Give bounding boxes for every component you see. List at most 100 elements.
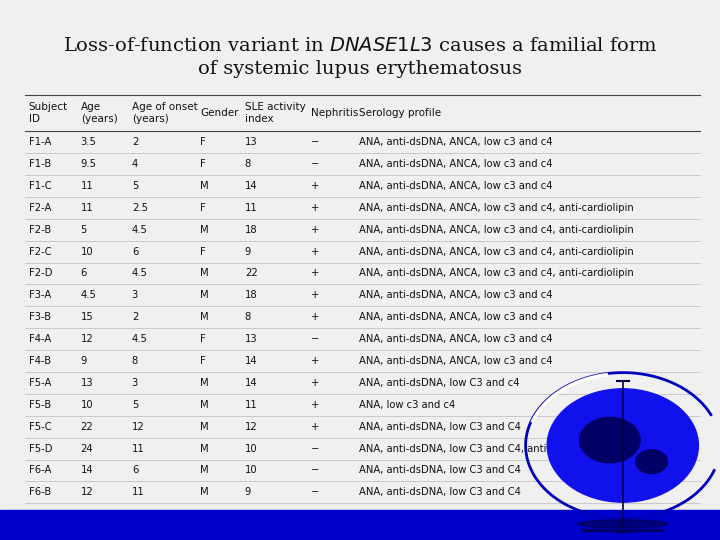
Text: Serology profile: Serology profile: [359, 108, 441, 118]
Text: ANA, anti-dsDNA, low C3 and C4, anti-cardiolipin: ANA, anti-dsDNA, low C3 and C4, anti-car…: [359, 443, 602, 454]
Text: F: F: [200, 203, 206, 213]
Text: 11: 11: [132, 443, 145, 454]
Text: F: F: [200, 334, 206, 344]
Text: ANA, anti-dsDNA, ANCA, low c3 and c4: ANA, anti-dsDNA, ANCA, low c3 and c4: [359, 291, 552, 300]
Text: F5-A: F5-A: [29, 378, 51, 388]
Text: 8: 8: [132, 356, 138, 366]
Text: ANA, anti-dsDNA, ANCA, low c3 and c4: ANA, anti-dsDNA, ANCA, low c3 and c4: [359, 159, 552, 169]
Text: 3.5: 3.5: [81, 137, 96, 147]
Text: M: M: [200, 312, 209, 322]
Text: 11: 11: [81, 181, 94, 191]
Text: 11: 11: [132, 487, 145, 497]
Text: 14: 14: [245, 378, 258, 388]
Text: ANA, anti-dsDNA, ANCA, low c3 and c4: ANA, anti-dsDNA, ANCA, low c3 and c4: [359, 181, 552, 191]
Text: ANA, anti-dsDNA, low C3 and C4: ANA, anti-dsDNA, low C3 and C4: [359, 465, 521, 475]
Text: ANA, anti-dsDNA, low C3 and C4: ANA, anti-dsDNA, low C3 and C4: [359, 487, 521, 497]
Text: 4.5: 4.5: [132, 268, 148, 279]
Text: Loss-of-function variant in $\it{DNASE1L3}$ causes a familial form: Loss-of-function variant in $\it{DNASE1L…: [63, 37, 657, 55]
Text: 3: 3: [132, 291, 138, 300]
Circle shape: [547, 389, 698, 502]
Text: ANA, anti-dsDNA, ANCA, low c3 and c4: ANA, anti-dsDNA, ANCA, low c3 and c4: [359, 334, 552, 344]
Text: 11: 11: [245, 203, 258, 213]
Text: M: M: [200, 291, 209, 300]
Text: 11: 11: [81, 203, 94, 213]
Text: F2-A: F2-A: [29, 203, 51, 213]
Text: 13: 13: [81, 378, 94, 388]
Text: Gender: Gender: [200, 108, 238, 118]
Text: F2-C: F2-C: [29, 247, 51, 256]
Text: F1-B: F1-B: [29, 159, 51, 169]
Text: 9: 9: [81, 356, 87, 366]
Text: M: M: [200, 443, 209, 454]
Text: ANA, anti-dsDNA, low C3 and c4: ANA, anti-dsDNA, low C3 and c4: [359, 378, 519, 388]
Text: +: +: [311, 225, 320, 235]
Text: 12: 12: [245, 422, 258, 431]
Text: F5-C: F5-C: [29, 422, 51, 431]
Text: 8: 8: [245, 159, 251, 169]
Circle shape: [580, 417, 640, 463]
Text: 13: 13: [245, 137, 258, 147]
Text: ANA, anti-dsDNA, ANCA, low c3 and c4, anti-cardiolipin: ANA, anti-dsDNA, ANCA, low c3 and c4, an…: [359, 247, 634, 256]
Text: +: +: [311, 378, 320, 388]
Text: F1-A: F1-A: [29, 137, 51, 147]
Text: F5-B: F5-B: [29, 400, 51, 410]
Text: M: M: [200, 378, 209, 388]
Text: ANA, anti-dsDNA, ANCA, low c3 and c4, anti-cardiolipin: ANA, anti-dsDNA, ANCA, low c3 and c4, an…: [359, 203, 634, 213]
Text: 3: 3: [132, 378, 138, 388]
Text: M: M: [200, 487, 209, 497]
Text: M: M: [200, 422, 209, 431]
Text: 4: 4: [132, 159, 138, 169]
Text: 6: 6: [81, 268, 87, 279]
Text: M: M: [200, 400, 209, 410]
Text: 4.5: 4.5: [81, 291, 96, 300]
Text: −: −: [311, 443, 320, 454]
Bar: [0, 510, 720, 540]
Text: 9: 9: [245, 487, 251, 497]
Text: 15: 15: [81, 312, 94, 322]
Text: −: −: [311, 487, 320, 497]
Text: +: +: [311, 181, 320, 191]
Text: ANA, anti-dsDNA, ANCA, low c3 and c4: ANA, anti-dsDNA, ANCA, low c3 and c4: [359, 356, 552, 366]
Text: +: +: [311, 356, 320, 366]
Text: Age
(years): Age (years): [81, 102, 117, 124]
Text: 13: 13: [245, 334, 258, 344]
Text: 9: 9: [245, 247, 251, 256]
Text: 18: 18: [245, 291, 258, 300]
Text: F5-D: F5-D: [29, 443, 53, 454]
Text: 10: 10: [81, 400, 94, 410]
Text: 11: 11: [245, 400, 258, 410]
Text: F4-A: F4-A: [29, 334, 51, 344]
Text: Age of onset
(years): Age of onset (years): [132, 102, 197, 124]
Text: Nephritis: Nephritis: [311, 108, 359, 118]
Text: ANA, low c3 and c4: ANA, low c3 and c4: [359, 400, 455, 410]
Text: 12: 12: [81, 334, 94, 344]
Text: F6-A: F6-A: [29, 465, 51, 475]
Text: M: M: [200, 181, 209, 191]
Text: SLE activity
index: SLE activity index: [245, 102, 305, 124]
Text: 5: 5: [132, 181, 138, 191]
Text: M: M: [200, 268, 209, 279]
Text: 6: 6: [132, 247, 138, 256]
Text: F: F: [200, 137, 206, 147]
Text: +: +: [311, 400, 320, 410]
Text: 12: 12: [132, 422, 145, 431]
Text: 10: 10: [245, 443, 258, 454]
Text: F1-C: F1-C: [29, 181, 51, 191]
Text: of systemic lupus erythematosus: of systemic lupus erythematosus: [198, 59, 522, 78]
Text: ANA, anti-dsDNA, ANCA, low c3 and c4: ANA, anti-dsDNA, ANCA, low c3 and c4: [359, 137, 552, 147]
Text: 10: 10: [245, 465, 258, 475]
Circle shape: [636, 450, 667, 474]
Text: ANA, anti-dsDNA, ANCA, low c3 and c4, anti-cardiolipin: ANA, anti-dsDNA, ANCA, low c3 and c4, an…: [359, 225, 634, 235]
Text: F4-B: F4-B: [29, 356, 51, 366]
Text: F2-D: F2-D: [29, 268, 53, 279]
Text: −: −: [311, 137, 320, 147]
Text: 6: 6: [132, 465, 138, 475]
Text: 22: 22: [245, 268, 258, 279]
Text: ANA, anti-dsDNA, ANCA, low c3 and c4, anti-cardiolipin: ANA, anti-dsDNA, ANCA, low c3 and c4, an…: [359, 268, 634, 279]
Text: 8: 8: [245, 312, 251, 322]
Text: −: −: [311, 465, 320, 475]
Text: +: +: [311, 203, 320, 213]
Text: M: M: [200, 465, 209, 475]
Text: F3-A: F3-A: [29, 291, 51, 300]
Text: 4.5: 4.5: [132, 334, 148, 344]
